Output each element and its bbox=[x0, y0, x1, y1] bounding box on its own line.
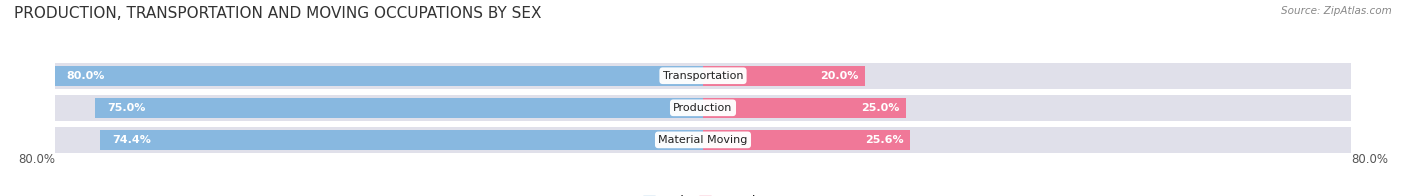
Bar bbox=[703, 130, 911, 150]
Bar bbox=[55, 127, 703, 153]
Bar bbox=[96, 98, 703, 118]
Bar bbox=[55, 63, 703, 89]
Bar bbox=[703, 98, 905, 118]
Legend: Male, Female: Male, Female bbox=[638, 191, 768, 196]
Text: 20.0%: 20.0% bbox=[820, 71, 859, 81]
Bar bbox=[703, 66, 865, 86]
Text: Production: Production bbox=[673, 103, 733, 113]
Text: 25.0%: 25.0% bbox=[860, 103, 900, 113]
Bar bbox=[703, 127, 1351, 153]
Text: Transportation: Transportation bbox=[662, 71, 744, 81]
Text: 80.0%: 80.0% bbox=[18, 153, 55, 166]
Text: 80.0%: 80.0% bbox=[66, 71, 105, 81]
Bar bbox=[703, 63, 1351, 89]
Text: Material Moving: Material Moving bbox=[658, 135, 748, 145]
Text: 74.4%: 74.4% bbox=[112, 135, 150, 145]
Bar bbox=[703, 95, 1351, 121]
Text: Source: ZipAtlas.com: Source: ZipAtlas.com bbox=[1281, 6, 1392, 16]
Text: 25.6%: 25.6% bbox=[865, 135, 904, 145]
Text: 80.0%: 80.0% bbox=[1351, 153, 1388, 166]
Text: 75.0%: 75.0% bbox=[107, 103, 146, 113]
Bar bbox=[55, 95, 703, 121]
Text: PRODUCTION, TRANSPORTATION AND MOVING OCCUPATIONS BY SEX: PRODUCTION, TRANSPORTATION AND MOVING OC… bbox=[14, 6, 541, 21]
Bar bbox=[100, 130, 703, 150]
Bar bbox=[55, 66, 703, 86]
